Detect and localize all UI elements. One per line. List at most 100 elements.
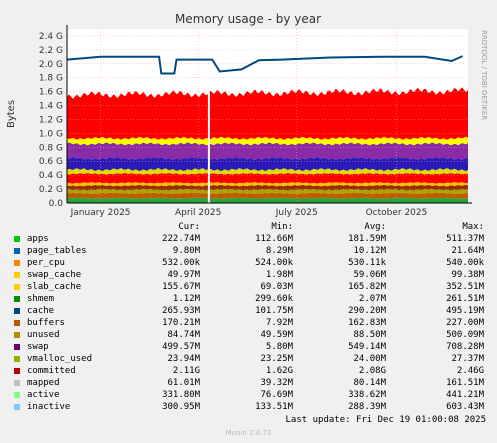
legend-swatch	[14, 284, 20, 290]
legend-swatch	[14, 260, 20, 266]
legend-cur: 532.00k	[162, 258, 200, 268]
legend-name: swap_cache	[27, 270, 82, 280]
legend-cur: 1.12M	[172, 294, 200, 304]
legend-cur: 49.97M	[167, 270, 200, 280]
legend-cur: 499.57M	[162, 342, 200, 352]
legend-row: inactive 300.95M 133.51M 288.39M 603.43M	[0, 402, 497, 413]
legend-swatch	[14, 308, 20, 314]
legend-name: per_cpu	[27, 258, 65, 268]
legend-swatch	[14, 380, 20, 386]
stack-band	[67, 192, 468, 199]
committed-line	[66, 55, 464, 75]
legend-min: 1.98M	[265, 270, 293, 280]
y-tick-label: 1.0 G	[39, 129, 63, 139]
y-tick-label: 0.2 G	[39, 185, 63, 195]
data-gap	[207, 29, 210, 203]
legend-cur: 23.94M	[167, 354, 200, 364]
legend-swatch	[14, 248, 20, 254]
legend-max: 227.00M	[446, 318, 484, 328]
header-max: Max:	[462, 222, 484, 232]
last-update: Last update: Fri Dec 19 01:00:08 2025	[285, 415, 486, 425]
legend-name: shmem	[27, 294, 55, 304]
legend-min: 524.00k	[255, 258, 293, 268]
memory-chart: Memory usage - by year Bytes RRDTOOL / T…	[6, 12, 488, 218]
legend-name: swap	[27, 342, 49, 352]
legend-row: slab_cache 155.67M 69.03M 165.82M 352.51M	[0, 282, 497, 293]
legend-min: 76.69M	[260, 390, 293, 400]
legend-max: 511.37M	[446, 234, 484, 244]
legend-min: 133.51M	[255, 402, 293, 412]
legend-name: buffers	[27, 318, 65, 328]
x-tick-label: January 2025	[70, 208, 131, 218]
legend-avg: 59.06M	[353, 270, 386, 280]
legend-min: 299.60k	[255, 294, 293, 304]
legend-avg: 181.59M	[348, 234, 386, 244]
legend-min: 5.80M	[265, 342, 293, 352]
legend-max: 603.43M	[446, 402, 484, 412]
legend-name: slab_cache	[27, 282, 82, 292]
legend-row: buffers 170.21M 7.92M 162.83M 227.00M	[0, 318, 497, 329]
legend-name: vmalloc_used	[27, 354, 93, 364]
legend-min: 112.66M	[255, 234, 293, 244]
legend-max: 540.00k	[446, 258, 484, 268]
stack-band	[67, 168, 468, 175]
legend-avg: 162.83M	[348, 318, 386, 328]
y-tick-label: 1.4 G	[39, 102, 63, 112]
legend-cur: 170.21M	[162, 318, 200, 328]
legend-cur: 2.11G	[172, 366, 200, 376]
y-tick-label: 0.4 G	[39, 171, 63, 181]
legend-avg: 10.12M	[353, 246, 386, 256]
legend-name: inactive	[27, 402, 71, 412]
legend-swatch	[14, 368, 20, 374]
legend-avg: 549.14M	[348, 342, 386, 352]
stack-band	[67, 189, 468, 194]
stack-band	[67, 156, 468, 172]
legend-row: committed 2.11G 1.62G 2.08G 2.46G	[0, 366, 497, 377]
legend-row: vmalloc_used 23.94M 23.25M 24.00M 27.37M	[0, 354, 497, 365]
legend-name: apps	[27, 234, 49, 244]
x-tick-label: April 2025	[175, 208, 221, 218]
legend-row: swap_cache 49.97M 1.98M 59.06M 99.38M	[0, 270, 497, 281]
chart-title: Memory usage - by year	[175, 12, 321, 26]
legend-max: 441.21M	[446, 390, 484, 400]
stack-band	[67, 182, 468, 187]
legend-max: 352.51M	[446, 282, 484, 292]
legend-row: shmem 1.12M 299.60k 2.07M 261.51M	[0, 294, 497, 305]
stack-band	[67, 87, 468, 140]
legend-max: 500.09M	[446, 330, 484, 340]
legend-swatch	[14, 272, 20, 278]
legend-avg: 165.82M	[348, 282, 386, 292]
legend-swatch	[14, 332, 20, 338]
legend-min: 101.75M	[255, 306, 293, 316]
legend-cur: 331.80M	[162, 390, 200, 400]
legend-min: 8.29M	[265, 246, 293, 256]
y-tick-label: 2.0 G	[39, 60, 63, 70]
legend-name: mapped	[27, 378, 60, 388]
legend-row: swap 499.57M 5.80M 549.14M 708.28M	[0, 342, 497, 353]
legend-row: per_cpu 532.00k 524.00k 530.11k 540.00k	[0, 258, 497, 269]
legend-row: apps 222.74M 112.66M 181.59M 511.37M	[0, 234, 497, 245]
y-tick-label: 1.6 G	[39, 88, 63, 98]
legend-max: 99.38M	[451, 270, 484, 280]
legend-cur: 265.93M	[162, 306, 200, 316]
legend-max: 708.28M	[446, 342, 484, 352]
legend-name: active	[27, 390, 60, 400]
rrdtool-credit: RRDTOOL / TOBI OETIKER	[480, 30, 488, 120]
legend-avg: 338.62M	[348, 390, 386, 400]
legend-row: page_tables 9.80M 8.29M 10.12M 21.64M	[0, 246, 497, 257]
munin-version: Munin 2.0.73	[225, 429, 272, 437]
legend-max: 261.51M	[446, 294, 484, 304]
legend-avg: 24.00M	[353, 354, 386, 364]
legend-avg: 290.20M	[348, 306, 386, 316]
legend-swatch	[14, 356, 20, 362]
legend-max: 27.37M	[451, 354, 484, 364]
legend-swatch	[14, 236, 20, 242]
legend-max: 495.19M	[446, 306, 484, 316]
legend-avg: 88.50M	[353, 330, 386, 340]
legend-min: 7.92M	[265, 318, 293, 328]
header-cur: Cur:	[178, 222, 200, 232]
legend-row: cache 265.93M 101.75M 290.20M 495.19M	[0, 306, 497, 317]
legend-row: unused 84.74M 49.59M 88.50M 500.09M	[0, 330, 497, 341]
legend-cur: 9.80M	[172, 246, 200, 256]
legend-min: 39.32M	[260, 378, 293, 388]
